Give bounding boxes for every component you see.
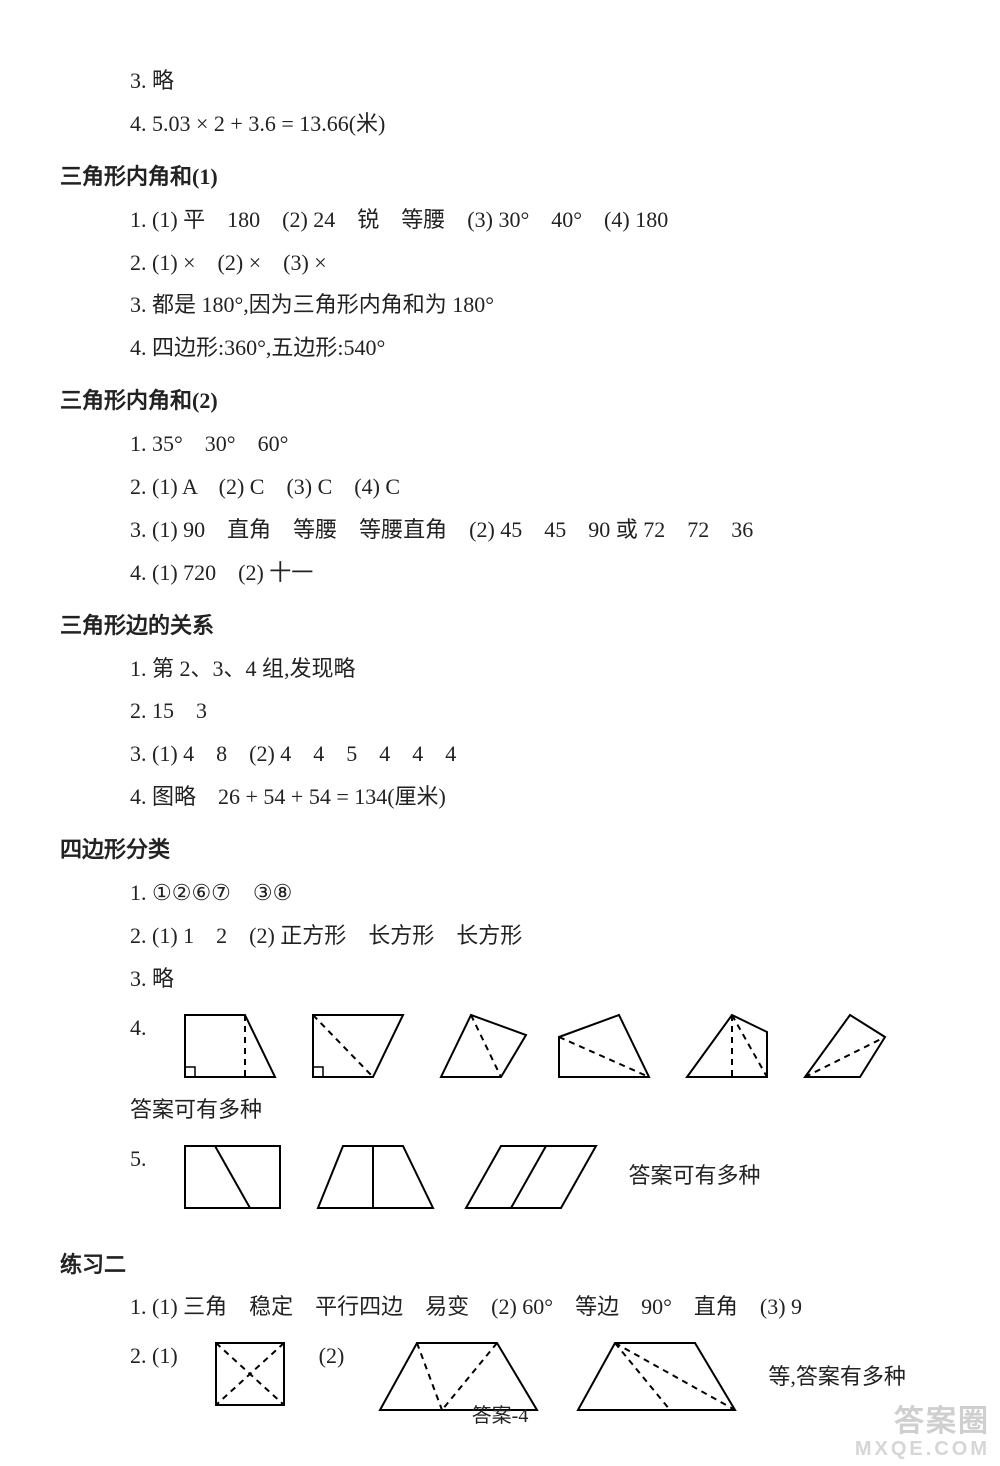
figure-caption: 等,答案有多种	[768, 1356, 906, 1399]
text-line: 1. (1) 三角 稳定 平行四边 易变 (2) 60° 等边 90° 直角 (…	[130, 1286, 940, 1329]
figure-caption: 答案可有多种	[130, 1089, 940, 1132]
figure-caption: 答案可有多种	[629, 1155, 761, 1198]
text-line: 4. 5.03 × 2 + 3.6 = 13.66(米)	[130, 103, 940, 146]
item-number: 5.	[130, 1138, 147, 1181]
text-line: 3. 略	[130, 958, 940, 1001]
page: 3. 略 4. 5.03 × 2 + 3.6 = 13.66(米) 三角形内角和…	[0, 0, 1000, 1466]
text-line: 4. (1) 720 (2) 十一	[130, 552, 940, 595]
text-line: 4. 四边形:360°,五边形:540°	[130, 327, 940, 370]
item-number: 2. (1)	[130, 1335, 178, 1378]
watermark-line2: MXQE.COM	[855, 1438, 990, 1460]
shape-icon	[456, 1138, 601, 1216]
text-line: 3. (1) 4 8 (2) 4 4 5 4 4 4	[130, 733, 940, 776]
text-line: 1. (1) 平 180 (2) 24 锐 等腰 (3) 30° 40° (4)…	[130, 199, 940, 242]
shape-icon	[677, 1007, 777, 1085]
text-line: 4. 图略 26 + 54 + 54 = 134(厘米)	[130, 776, 940, 819]
section-heading: 三角形边的关系	[60, 605, 940, 648]
item-number: (2)	[319, 1335, 345, 1378]
text-line: 3. (1) 90 直角 等腰 等腰直角 (2) 45 45 90 或 72 7…	[130, 509, 940, 552]
shape-icon	[431, 1007, 531, 1085]
text-line: 1. 第 2、3、4 组,发现略	[130, 648, 940, 691]
watermark-line1: 答案圈	[855, 1405, 990, 1438]
page-footer: 答案-4	[0, 1397, 1000, 1436]
section-heading: 三角形内角和(2)	[60, 380, 940, 423]
text-line: 3. 略	[130, 60, 940, 103]
text-line: 2. (1) 1 2 (2) 正方形 长方形 长方形	[130, 915, 940, 958]
text-line: 2. (1) × (2) × (3) ×	[130, 242, 940, 285]
shape-icon	[303, 1007, 413, 1085]
section-heading: 三角形内角和(1)	[60, 156, 940, 199]
section-heading: 四边形分类	[60, 829, 940, 872]
shape-icon	[549, 1007, 659, 1085]
shape-icon	[175, 1138, 290, 1216]
figure-row-4: 4.	[130, 1007, 940, 1085]
shape-icon	[175, 1007, 285, 1085]
text-line: 3. 都是 180°,因为三角形内角和为 180°	[130, 284, 940, 327]
figure-row-5: 5. 答案可有多种	[130, 1138, 940, 1216]
text-line: 2. (1) A (2) C (3) C (4) C	[130, 466, 940, 509]
section-heading: 练习二	[60, 1244, 940, 1287]
shape-icon	[308, 1138, 438, 1216]
text-line: 2. 15 3	[130, 690, 940, 733]
watermark: 答案圈 MXQE.COM	[855, 1405, 990, 1460]
item-number: 4.	[130, 1007, 147, 1050]
text-line: 1. 35° 30° 60°	[130, 423, 940, 466]
shape-icon	[795, 1007, 895, 1085]
text-line: 1. ①②⑥⑦ ③⑧	[130, 872, 940, 915]
